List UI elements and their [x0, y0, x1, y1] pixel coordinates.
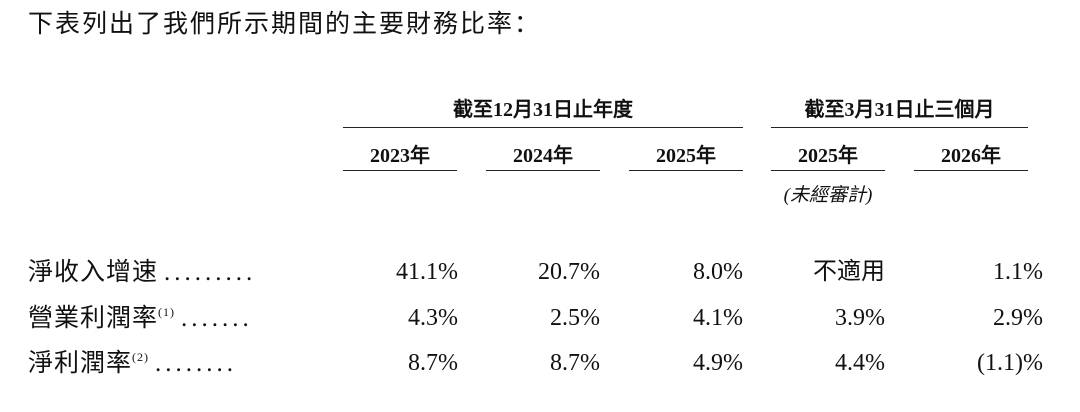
column-header: 2023年 — [370, 145, 430, 167]
group-rule — [343, 127, 743, 128]
cell-value: 8.0% — [693, 259, 743, 285]
group-header: 截至3月31日止三個月 — [804, 99, 995, 121]
footnote-ref: (1) — [158, 305, 176, 319]
column-rule — [486, 170, 600, 171]
column-header: 2026年 — [941, 145, 1001, 167]
cell-value: (1.1)% — [977, 350, 1043, 376]
column-note: (未經審計) — [783, 185, 873, 206]
group-rule — [771, 127, 1028, 128]
cell-value: 8.7% — [408, 350, 458, 376]
cell-value: 41.1% — [396, 259, 458, 285]
label-text: 營業利潤率 — [28, 305, 159, 332]
dot-leader: ......... — [164, 259, 257, 286]
column-rule — [914, 170, 1028, 171]
cell-value: 4.9% — [693, 350, 743, 376]
intro-text: 下表列出了我們所示期間的主要財務比率： — [28, 11, 542, 38]
column-rule — [629, 170, 743, 171]
column-rule — [771, 170, 885, 171]
cell-value: 3.9% — [835, 305, 885, 331]
cell-value: 4.1% — [693, 305, 743, 331]
cell-value: 1.1% — [993, 259, 1043, 285]
cell-value: 2.5% — [550, 305, 600, 331]
label-text: 淨收入增速 — [28, 259, 159, 286]
row-label: 淨利潤率(2)........ — [28, 351, 237, 376]
cell-value: 8.7% — [550, 350, 600, 376]
cell-value: 4.4% — [835, 350, 885, 376]
dot-leader: ........ — [155, 350, 238, 377]
group-header: 截至12月31日止年度 — [453, 99, 633, 121]
footnote-ref: (2) — [132, 350, 150, 364]
column-header: 2024年 — [513, 145, 573, 167]
cell-value: 4.3% — [408, 305, 458, 331]
cell-value: 2.9% — [993, 305, 1043, 331]
label-text: 淨利潤率 — [28, 350, 133, 377]
row-label: 營業利潤率(1)....... — [28, 306, 253, 331]
column-rule — [343, 170, 457, 171]
cell-value: 20.7% — [538, 259, 600, 285]
column-header: 2025年 — [798, 145, 858, 167]
cell-value: 不適用 — [813, 259, 885, 285]
column-header: 2025年 — [656, 145, 716, 167]
row-label: 淨收入增速......... — [28, 260, 256, 285]
dot-leader: ....... — [181, 305, 253, 332]
